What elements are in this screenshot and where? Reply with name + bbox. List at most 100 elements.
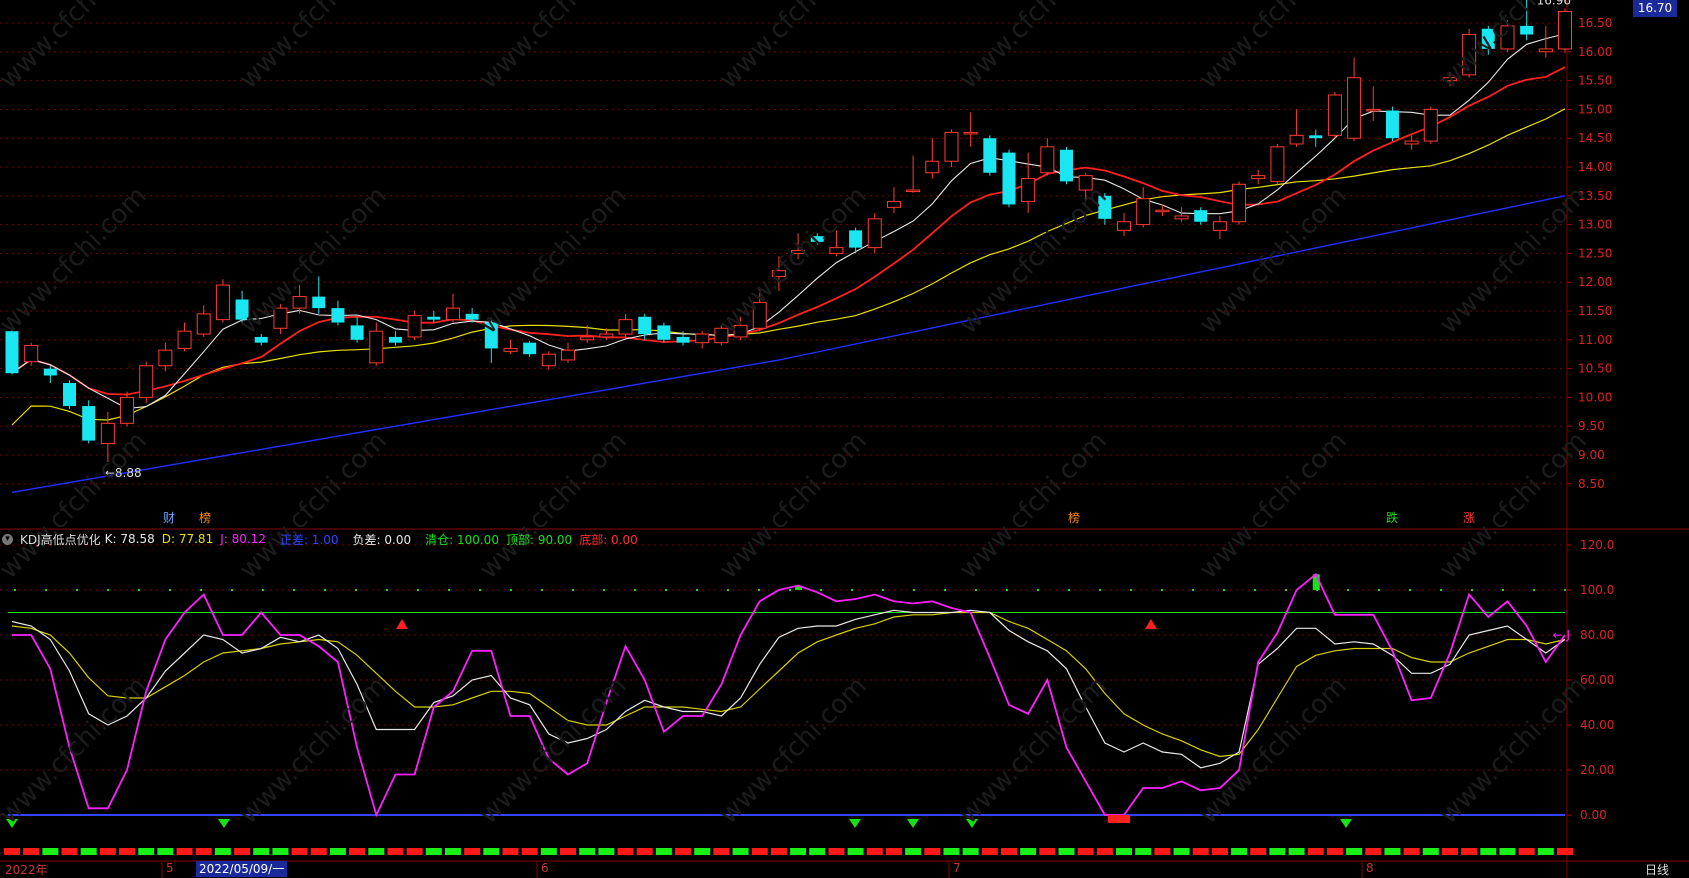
- price-tick-label: 13.50: [1578, 189, 1612, 203]
- status-block: [272, 848, 289, 855]
- status-block: [675, 848, 692, 855]
- status-block: [655, 848, 672, 855]
- watermark-text: www.cfchi.com: [954, 426, 1113, 585]
- candle-body-down: [5, 331, 19, 374]
- status-block: [119, 848, 136, 855]
- status-block: [80, 848, 97, 855]
- watermark-text: www.cfchi.com: [1434, 426, 1593, 585]
- clear-level-dot: [1285, 589, 1287, 591]
- candle-body-up: [292, 296, 307, 309]
- event-tag: 跌: [1386, 510, 1398, 525]
- indicator-tick-label: 40.00: [1580, 718, 1614, 732]
- status-block: [1000, 848, 1017, 855]
- status-block: [157, 848, 174, 855]
- status-block: [521, 848, 538, 855]
- price-tick-label: 14.50: [1578, 131, 1612, 145]
- clear-level-dot: [355, 589, 357, 591]
- clear-level-dot: [76, 589, 78, 591]
- status-block: [1058, 848, 1075, 855]
- clear-level-dot: [1409, 589, 1411, 591]
- candle-body-up: [139, 365, 154, 398]
- status-block: [23, 848, 40, 855]
- price-tick-label: 12.50: [1578, 246, 1612, 260]
- status-block: [253, 848, 270, 855]
- price-tick-label: 15.50: [1578, 74, 1612, 88]
- clear-level-dot: [448, 589, 450, 591]
- candle-body-up: [906, 189, 921, 193]
- status-block: [368, 848, 385, 855]
- candle-body-up: [1136, 198, 1151, 226]
- candle-body-down: [427, 316, 441, 320]
- indicator-settings-icon[interactable]: ▾: [2, 533, 13, 545]
- candle-body-up: [886, 201, 901, 208]
- buy-signal-triangle: [849, 819, 861, 828]
- price-tick-label: 9.00: [1578, 448, 1605, 462]
- clear-level-dot: [603, 589, 605, 591]
- buy-signal-triangle: [6, 819, 18, 828]
- current-price-badge: 16.70: [1633, 0, 1677, 17]
- indicator-name[interactable]: KDJ高低点优化: [20, 532, 101, 547]
- status-block: [981, 848, 998, 855]
- watermark-text: www.cfchi.com: [0, 181, 153, 340]
- month-label-8: 8: [1366, 861, 1374, 875]
- status-block: [176, 848, 193, 855]
- price-tick-label: 10.50: [1578, 362, 1612, 376]
- status-block: [905, 848, 922, 855]
- watermark-text: www.cfchi.com: [474, 671, 633, 830]
- status-block: [1480, 848, 1497, 855]
- candle-body-down: [388, 336, 402, 343]
- status-block: [732, 848, 749, 855]
- candle-body-up: [215, 284, 230, 321]
- candle-body-down: [983, 138, 997, 173]
- clear-level-dot: [293, 589, 295, 591]
- candle-body-up: [196, 313, 211, 335]
- candle-body-up: [963, 131, 978, 135]
- watermark-text: www.cfchi.com: [474, 426, 633, 585]
- watermark-text: www.cfchi.com: [234, 671, 393, 830]
- candle-body-up: [1558, 10, 1572, 50]
- candle-body-down: [1481, 28, 1495, 49]
- buy-signal-triangle: [1340, 819, 1352, 828]
- status-block: [770, 848, 787, 855]
- ma10-line: [11, 66, 1566, 396]
- period-selector[interactable]: 日线: [1645, 863, 1670, 877]
- k-value: K: 78.58: [104, 532, 155, 546]
- candle-body-up: [733, 324, 748, 338]
- status-block: [138, 848, 155, 855]
- candle-body-down: [1002, 152, 1016, 205]
- status-block: [1173, 848, 1190, 855]
- sell-signal-triangle: [396, 619, 408, 629]
- status-block: [713, 848, 730, 855]
- candle-body-down: [1060, 149, 1074, 182]
- clear-level-dot: [386, 589, 388, 591]
- dibu-value: 底部: 0.00: [579, 532, 638, 547]
- status-block: [924, 848, 941, 855]
- candle-body-down: [82, 406, 96, 441]
- candle-body-down: [1098, 195, 1112, 219]
- month-label-7: 7: [953, 861, 961, 875]
- status-block: [751, 848, 768, 855]
- candle-body-up: [1040, 146, 1055, 174]
- clear-level-dot: [1099, 589, 1101, 591]
- candle-body-up: [714, 327, 729, 344]
- event-tag: 财: [163, 511, 175, 525]
- event-tag: 榜: [1068, 510, 1080, 525]
- candle-body-up: [1270, 146, 1285, 182]
- clear-level-dot: [1533, 589, 1535, 591]
- candle-body-up: [1500, 25, 1515, 50]
- candle-body-up: [407, 315, 422, 338]
- status-block: [1039, 848, 1056, 855]
- candle-body-down: [484, 322, 498, 349]
- candle-body-up: [1021, 178, 1036, 203]
- status-block: [617, 848, 634, 855]
- price-tick-label: 16.50: [1578, 16, 1612, 30]
- candle-body-up: [695, 333, 710, 344]
- candle-body-down: [638, 316, 652, 335]
- clear-level-dot: [665, 589, 667, 591]
- j-value: J: 80.12: [220, 532, 266, 546]
- event-tag: 榜: [199, 510, 211, 525]
- clear-level-dot: [758, 589, 760, 591]
- candle-body-up: [1347, 77, 1362, 139]
- clear-level-dot: [231, 589, 233, 591]
